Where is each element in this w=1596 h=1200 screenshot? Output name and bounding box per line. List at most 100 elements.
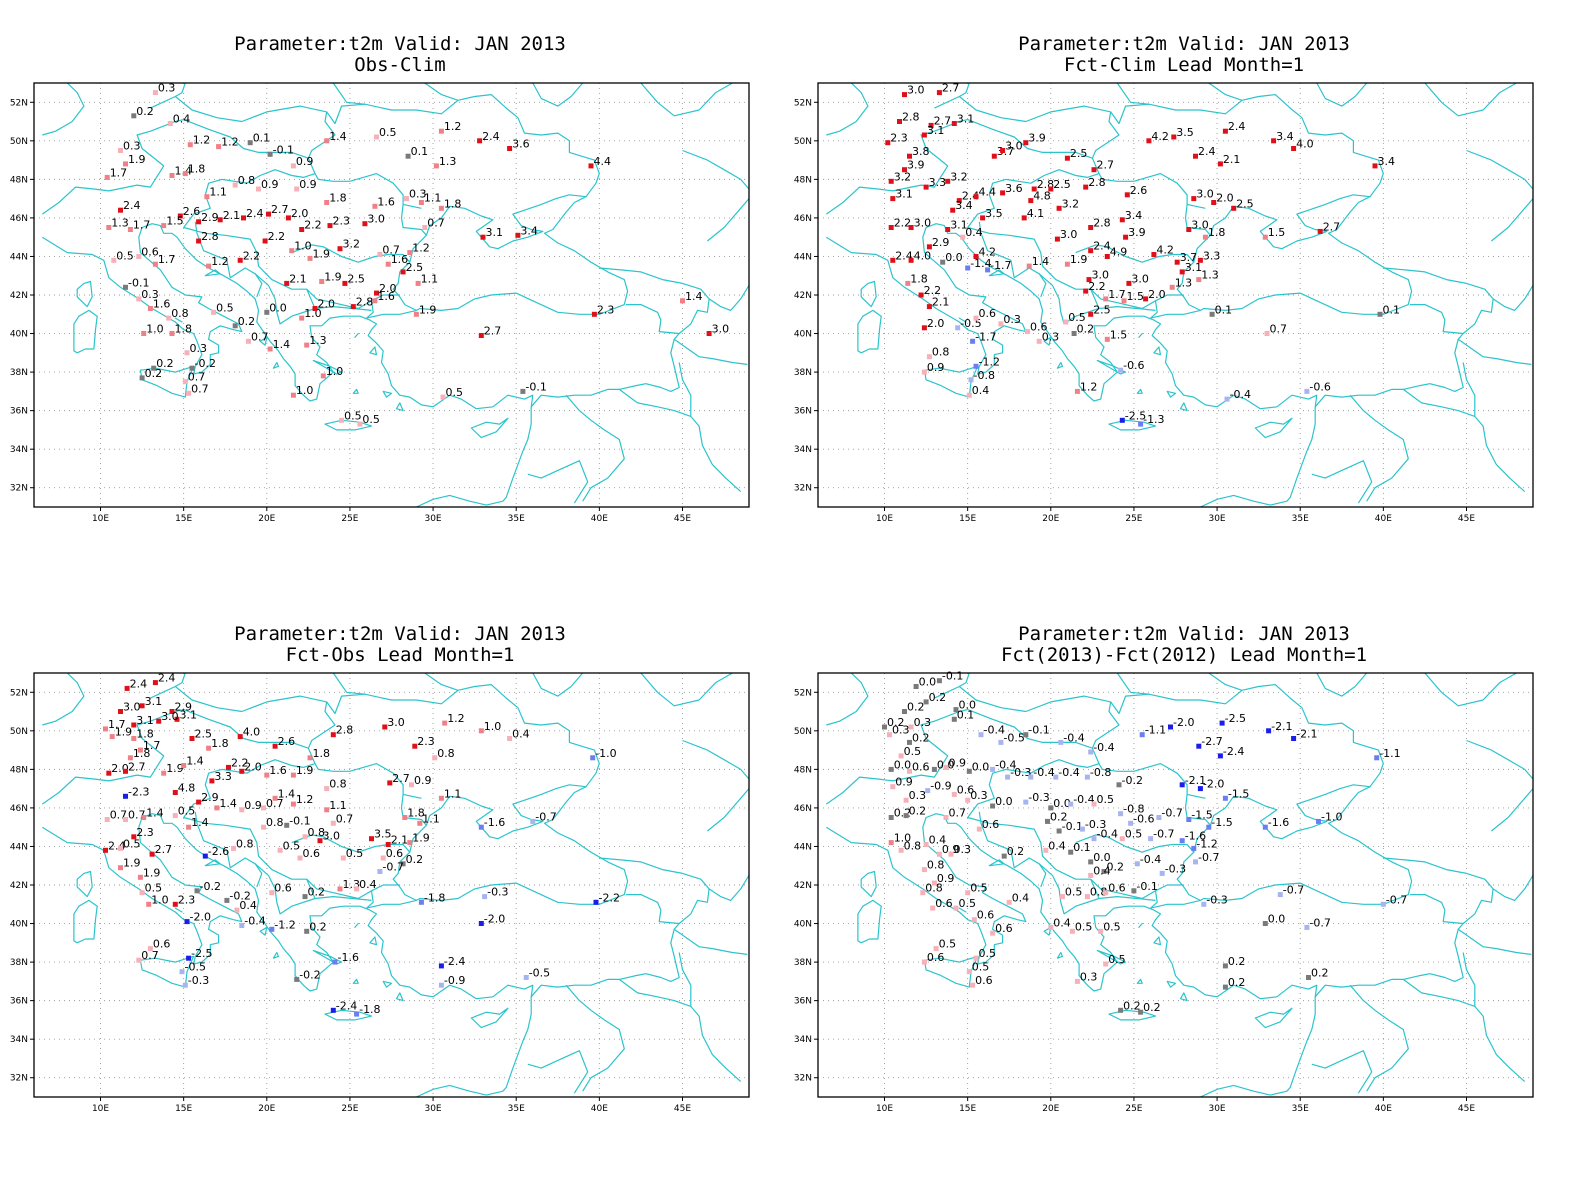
station-value-label: 3.5: [374, 828, 392, 841]
island-path: [369, 936, 378, 946]
station-marker: [440, 394, 446, 400]
station-marker: [206, 745, 212, 751]
station-marker: [1262, 234, 1268, 240]
lat-tick-label: 40N: [10, 330, 28, 340]
station-value-label: 3.1: [957, 113, 975, 126]
station-value-label: -0.5: [185, 961, 206, 974]
station-value-label: 0.8: [925, 882, 943, 895]
coastline-path: [1402, 978, 1526, 1083]
island-path: [860, 870, 877, 898]
station-marker: [1088, 749, 1094, 755]
station-marker: [1064, 155, 1070, 161]
lon-tick-label: 10E: [92, 1104, 109, 1114]
station-value-label: 0.8: [932, 346, 950, 359]
station-value-label: 0.2: [1050, 810, 1068, 823]
station-value-label: 1.1: [421, 272, 439, 285]
station-marker: [1304, 388, 1310, 394]
lon-tick-label: 15E: [175, 514, 192, 524]
station-marker: [1083, 288, 1089, 294]
station-value-label: -0.2: [1122, 774, 1143, 787]
lat-tick-label: 34N: [10, 445, 28, 455]
coastline-path: [1098, 306, 1156, 311]
island-path: [1096, 359, 1127, 375]
station-value-label: 0.5: [216, 301, 234, 314]
station-value-label: -2.1: [1271, 720, 1292, 733]
station-value-label: 3.8: [912, 145, 930, 158]
panel-title-line1: Parameter:t2m Valid: JAN 2013: [234, 623, 566, 645]
coastline-path: [41, 813, 534, 1092]
station-marker: [1380, 901, 1386, 907]
station-marker: [1118, 1007, 1124, 1013]
station-marker: [951, 716, 957, 722]
island-path: [204, 859, 221, 867]
station-value-label: -0.1: [128, 276, 149, 289]
station-value-label: 3.0: [1092, 269, 1110, 282]
coastline-path: [1200, 1084, 1288, 1098]
station-marker: [1193, 153, 1198, 159]
station-marker: [1211, 200, 1217, 205]
station-value-label: 3.0: [1131, 272, 1149, 285]
station-marker: [239, 768, 245, 774]
coastline-path: [673, 928, 748, 955]
station-marker: [1179, 269, 1185, 275]
lat-tick-label: 44N: [10, 842, 28, 852]
station-value-label: 3.9: [907, 159, 925, 172]
station-marker: [196, 219, 202, 225]
island-path: [857, 899, 882, 944]
axes: 52N 50N 48N 46N 44N 42N 40N 38N 36N 34N 32N 10E 15E 2…: [794, 98, 1476, 524]
station-markers: 2.73.02.8 2.7 3.13.12.33.8 3.73.93.02.52.74…: [885, 82, 1400, 427]
station-marker: [342, 280, 348, 286]
station-value-label: 3.9: [1028, 132, 1046, 145]
station-marker: [897, 119, 902, 124]
station-marker: [1118, 811, 1124, 817]
coastline-path: [1098, 896, 1156, 901]
coastline-path: [1150, 300, 1158, 319]
coastline-path: [1098, 173, 1206, 209]
station-value-label: 1.9: [412, 832, 430, 845]
station-value-label: 0.2: [1107, 861, 1125, 874]
lat-tick-label: 36N: [794, 997, 812, 1007]
coastline-path: [1491, 198, 1534, 242]
station-value-label: 1.5: [1127, 290, 1145, 303]
station-marker: [1026, 263, 1032, 269]
lon-tick-label: 35E: [508, 514, 525, 524]
station-value-label: 2.1: [1223, 153, 1241, 166]
station-marker: [990, 930, 996, 936]
station-value-label: -0.9: [930, 780, 951, 793]
station-value-label: -0.7: [1198, 851, 1219, 864]
coastline-path: [1311, 1050, 1373, 1094]
station-value-label: 0.5: [904, 745, 922, 758]
island-path: [395, 402, 404, 412]
station-value-label: 0.2: [1228, 976, 1246, 989]
station-marker: [106, 225, 112, 230]
station-value-label: -2.5: [1225, 712, 1246, 725]
station-marker: [948, 851, 954, 857]
station-value-label: 0.5: [344, 409, 362, 422]
lon-tick-label: 10E: [876, 1104, 893, 1114]
station-value-label: 3.2: [343, 238, 361, 251]
station-value-label: 0.8: [266, 816, 284, 829]
station-marker: [181, 763, 187, 768]
lat-tick-label: 38N: [10, 958, 28, 968]
station-value-label: 0.4: [965, 226, 983, 239]
island-path: [352, 388, 359, 394]
station-marker: [387, 780, 393, 786]
coastline-path: [1402, 388, 1526, 493]
station-value-label: 0.3: [409, 188, 427, 201]
station-marker: [232, 323, 238, 329]
station-marker: [357, 421, 363, 427]
station-marker: [206, 263, 212, 269]
coastline-path: [673, 338, 748, 365]
lon-tick-label: 20E: [1042, 514, 1059, 524]
coastline-path: [565, 984, 625, 1092]
station-value-label: 4.9: [1110, 246, 1128, 259]
station-marker: [971, 917, 977, 923]
station-marker: [177, 213, 183, 219]
lon-tick-label: 15E: [959, 1104, 976, 1114]
station-marker: [324, 786, 330, 792]
station-value-label: 0.5: [970, 882, 988, 895]
station-marker: [294, 186, 300, 192]
station-value-label: 3.1: [895, 188, 913, 201]
station-value-label: 1.6: [377, 195, 395, 208]
station-marker: [593, 899, 599, 905]
